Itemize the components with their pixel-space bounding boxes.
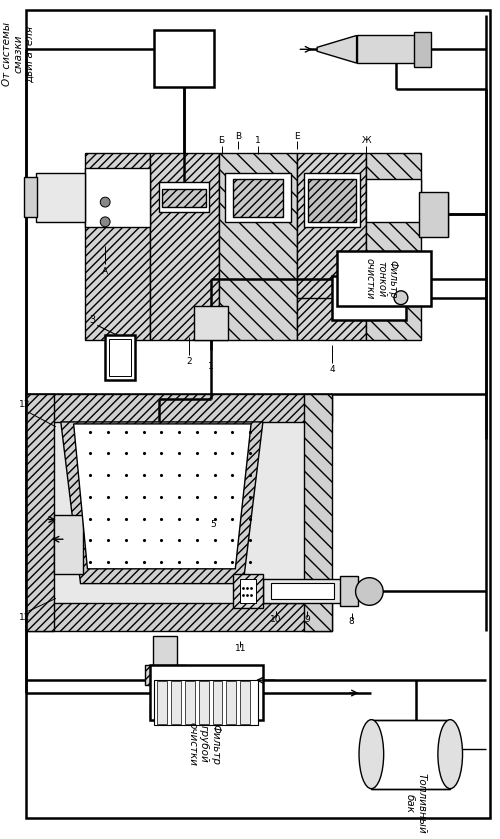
- Text: От системы
смазки
двигателя: От системы смазки двигателя: [2, 22, 35, 86]
- Text: Е: Е: [294, 132, 300, 141]
- Bar: [154, 680, 258, 725]
- Bar: [171, 681, 181, 723]
- Polygon shape: [317, 35, 356, 63]
- Bar: [86, 153, 150, 340]
- Bar: [185, 681, 195, 723]
- Bar: [218, 153, 298, 340]
- Bar: [263, 579, 342, 603]
- Circle shape: [100, 197, 110, 207]
- Bar: [150, 665, 263, 720]
- Bar: [154, 29, 214, 86]
- Text: 9: 9: [304, 615, 310, 623]
- Text: Фильтр
тонкой
очистки: Фильтр тонкой очистки: [364, 258, 398, 300]
- Bar: [160, 182, 208, 212]
- Text: 8: 8: [349, 617, 354, 626]
- Bar: [162, 190, 206, 207]
- Bar: [199, 681, 208, 723]
- Text: 10: 10: [270, 615, 281, 623]
- Bar: [340, 576, 357, 607]
- Bar: [212, 681, 222, 723]
- Bar: [105, 335, 135, 379]
- Bar: [26, 603, 332, 631]
- Bar: [366, 180, 420, 221]
- Text: 5: 5: [210, 520, 216, 529]
- Bar: [144, 665, 186, 685]
- Bar: [86, 168, 150, 227]
- Circle shape: [394, 291, 408, 305]
- Bar: [226, 173, 290, 221]
- Text: 11: 11: [234, 644, 246, 654]
- Text: А: А: [102, 267, 108, 275]
- Bar: [304, 394, 332, 631]
- Text: Ж: Ж: [362, 137, 371, 145]
- Text: 1: 1: [255, 137, 261, 145]
- Bar: [366, 153, 420, 340]
- Polygon shape: [74, 424, 251, 569]
- Bar: [24, 177, 37, 216]
- Bar: [337, 252, 430, 305]
- Bar: [271, 582, 334, 599]
- Text: 13: 13: [18, 399, 30, 409]
- Bar: [54, 422, 304, 603]
- Bar: [414, 32, 432, 67]
- Ellipse shape: [438, 720, 462, 789]
- Bar: [54, 514, 84, 574]
- Text: 1: 1: [208, 362, 214, 371]
- Circle shape: [356, 578, 383, 605]
- Bar: [36, 173, 86, 221]
- Ellipse shape: [359, 720, 384, 789]
- Text: Топливный
бак: Топливный бак: [405, 773, 426, 834]
- Bar: [226, 681, 236, 723]
- Bar: [26, 394, 54, 631]
- Bar: [240, 681, 250, 723]
- Bar: [109, 339, 131, 376]
- Text: 4: 4: [329, 365, 334, 374]
- Bar: [152, 636, 177, 690]
- Bar: [234, 180, 282, 216]
- Text: Б: Б: [218, 137, 224, 145]
- Text: В: В: [235, 132, 242, 141]
- Bar: [304, 173, 360, 227]
- Bar: [194, 305, 228, 340]
- Text: 12: 12: [18, 612, 30, 622]
- Circle shape: [100, 216, 110, 227]
- Text: 3: 3: [90, 315, 96, 326]
- Bar: [240, 579, 256, 603]
- Bar: [152, 685, 178, 705]
- Bar: [356, 35, 416, 63]
- Text: Фильтр
грубой
очистки: Фильтр грубой очистки: [187, 722, 220, 766]
- Bar: [26, 394, 332, 422]
- Polygon shape: [61, 422, 263, 584]
- Bar: [234, 574, 263, 608]
- Bar: [418, 192, 448, 237]
- Bar: [158, 681, 168, 723]
- Text: 2: 2: [186, 357, 192, 367]
- Bar: [372, 720, 450, 789]
- Bar: [150, 153, 218, 340]
- Bar: [298, 153, 366, 340]
- Bar: [308, 180, 356, 221]
- Bar: [150, 705, 181, 720]
- Bar: [332, 276, 406, 320]
